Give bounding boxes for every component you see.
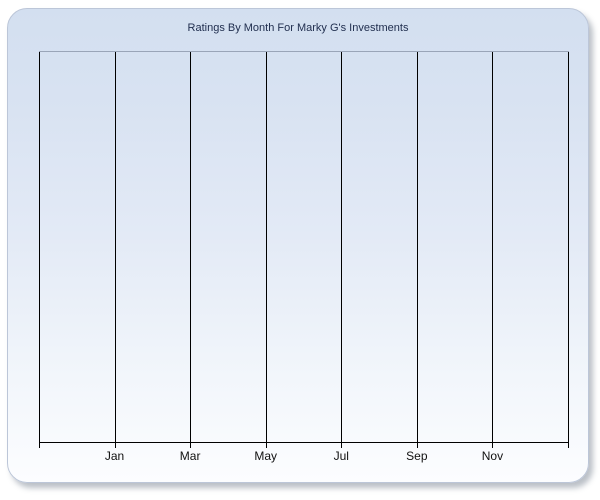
x-tick-label: May <box>254 449 278 463</box>
vertical-gridline <box>568 52 569 448</box>
x-tick-label: Jan <box>104 449 125 463</box>
x-axis-line <box>39 442 569 443</box>
vertical-gridline <box>190 52 192 448</box>
chart-title: Ratings By Month For Marky G's Investmen… <box>187 22 409 34</box>
x-tick-label: Mar <box>179 449 201 463</box>
vertical-gridline <box>492 52 494 448</box>
vertical-gridline <box>39 52 40 448</box>
x-tick-label: Nov <box>481 449 504 463</box>
vertical-gridline <box>265 52 267 448</box>
vertical-gridline <box>341 52 343 448</box>
chart-panel: Ratings By Month For Marky G's Investmen… <box>7 8 589 483</box>
x-tick-label: Jul <box>333 449 349 463</box>
plot-area: Jan Mar May Jul Sep Nov <box>39 51 569 463</box>
vertical-gridline <box>114 52 116 448</box>
x-tick-label: Sep <box>406 449 428 463</box>
vertical-gridline <box>416 52 418 448</box>
